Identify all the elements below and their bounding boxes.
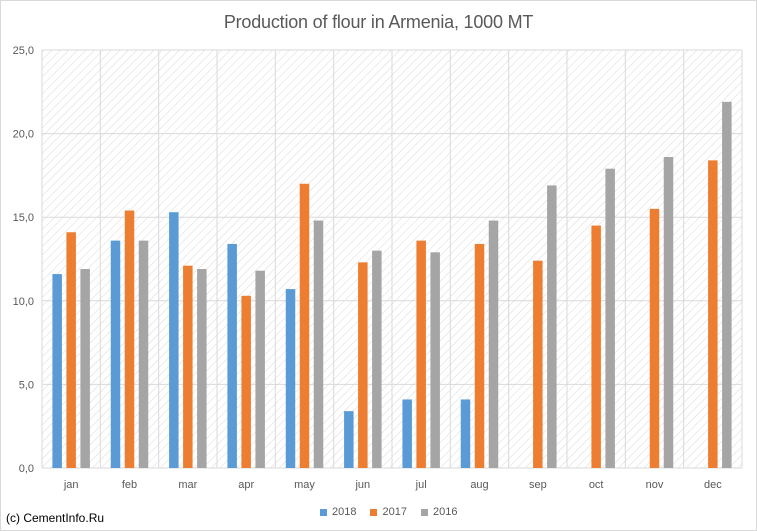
bar-2017-mar [183,265,193,468]
bar-2018-mar [169,212,179,468]
bar-2016-dec [722,101,732,468]
x-tick-label: mar [178,479,197,491]
bar-2018-jan [52,274,62,468]
x-tick-label: may [294,479,315,491]
x-tick-label: jul [415,479,427,491]
x-tick-label: dec [704,479,722,491]
bar-2017-nov [649,208,660,468]
x-tick-label: feb [122,479,137,491]
chart-title: Production of flour in Armenia, 1000 MT [223,12,534,32]
legend-swatch [320,508,327,516]
bar-2017-oct [591,225,601,468]
bar-2016-may [313,220,324,468]
legend-item-2017: 2017 [370,506,407,518]
x-tick-label: jan [63,479,79,491]
x-tick-label: jun [354,479,370,491]
y-tick-label: 5,0 [19,379,34,391]
bar-2017-aug [474,243,485,468]
bar-2016-aug [488,220,499,468]
bar-2016-nov [663,157,674,468]
bar-2016-jul [430,252,440,468]
legend-item-2018: 2018 [320,506,356,518]
bar-2016-jan [80,269,90,468]
bar-2017-jun [358,262,368,468]
y-tick-label: 15,0 [13,212,34,224]
x-tick-label: sep [529,479,547,491]
bar-2018-apr [227,243,237,468]
x-tick-label: nov [646,479,664,491]
bar-2017-may [299,183,310,468]
x-tick-label: apr [238,479,254,491]
bar-2016-feb [138,240,149,468]
x-tick-label: aug [470,479,488,491]
bar-2017-dec [708,160,718,469]
bar-2016-sep [547,185,557,468]
bar-2017-sep [533,260,543,468]
x-tick-label: oct [589,479,604,491]
legend-label: 2017 [382,506,407,518]
legend-label: 2018 [332,506,357,518]
bar-2017-feb [124,210,135,468]
bar-2018-jul [402,399,412,468]
bar-2018-feb [110,240,121,468]
credit-text: (c) CementInfo.Ru [6,511,105,525]
legend-label: 2016 [432,506,458,518]
bar-2018-may [285,289,296,468]
legend: 2018 2017 2016 [320,506,457,518]
y-tick-label: 20,0 [13,129,34,141]
bar-2017-jul [416,240,426,468]
bar-2016-jun [372,250,382,468]
bar-2017-apr [241,295,251,468]
legend-swatch [420,508,428,516]
bar-2016-oct [605,168,615,468]
y-tick-label: 0,0 [19,463,34,475]
bar-2017-jan [66,232,76,468]
legend-item-2016: 2016 [420,506,458,518]
bar-2016-apr [255,270,265,468]
y-tick-label: 25,0 [13,45,34,57]
bar-2016-mar [197,269,207,468]
y-tick-label: 10,0 [13,296,34,308]
bar-2018-aug [460,399,471,468]
bar-2018-jun [344,411,354,468]
legend-swatch [370,508,378,516]
